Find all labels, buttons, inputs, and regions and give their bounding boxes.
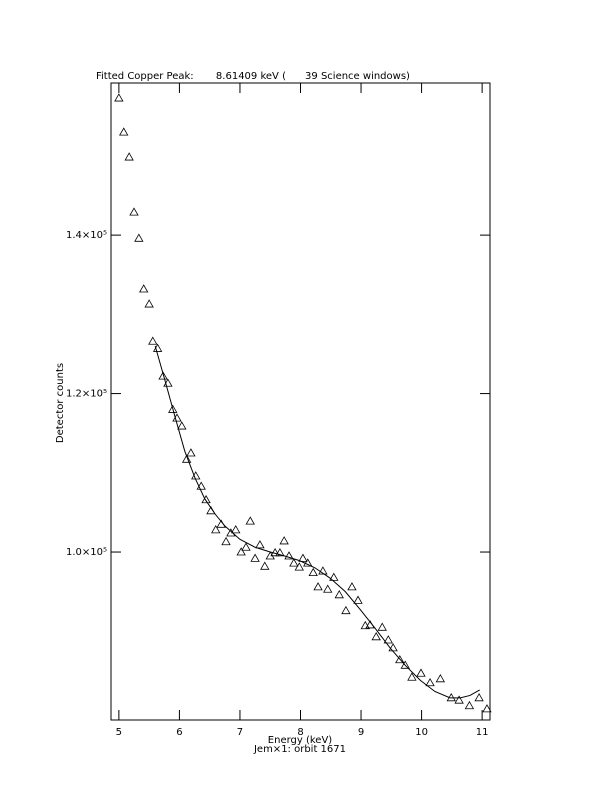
- data-point: [119, 127, 129, 136]
- data-point: [395, 654, 405, 664]
- data-point: [371, 632, 381, 641]
- data-point: [303, 558, 313, 567]
- data-point: [279, 536, 289, 545]
- data-point: [211, 525, 221, 534]
- data-point: [221, 536, 231, 546]
- y-tick-label: 1.2×10⁵: [66, 389, 107, 400]
- x-tick-label: 7: [237, 727, 243, 738]
- x-axis-label: Energy (keV): [268, 735, 333, 746]
- data-point: [400, 660, 410, 669]
- data-point: [245, 516, 255, 525]
- data-point: [250, 553, 260, 562]
- data-point: [289, 558, 299, 567]
- data-point: [318, 566, 328, 575]
- data-point: [231, 525, 241, 534]
- data-point: [377, 622, 387, 631]
- y-axis-label: Detector counts: [55, 363, 66, 443]
- chart-title: Fitted Copper Peak: 8.61409 keV ( 39 Sci…: [96, 71, 410, 82]
- data-point: [201, 494, 211, 504]
- data-point: [124, 152, 134, 161]
- data-point: [425, 677, 435, 687]
- data-point: [298, 553, 308, 562]
- data-point: [474, 693, 484, 702]
- x-tick-label: 10: [415, 727, 428, 738]
- data-point: [177, 421, 187, 430]
- y-tick-label: 1.0×10⁵: [66, 547, 107, 558]
- data-point: [255, 540, 265, 549]
- data-point: [186, 448, 196, 457]
- data-point: [284, 551, 294, 560]
- x-tick-label: 9: [358, 727, 364, 738]
- data-point: [158, 371, 168, 380]
- data-point: [353, 595, 363, 604]
- data-point: [347, 582, 357, 591]
- data-point: [341, 605, 351, 615]
- data-point: [275, 548, 285, 557]
- data-point: [144, 299, 154, 308]
- data-point: [323, 584, 333, 593]
- data-point: [407, 672, 417, 681]
- data-point: [383, 635, 393, 644]
- data-point: [129, 207, 139, 216]
- data-point: [236, 547, 246, 556]
- x-tick-label: 11: [476, 727, 489, 738]
- data-point: [334, 590, 344, 599]
- data-point: [148, 336, 158, 345]
- data-point: [482, 704, 492, 713]
- data-point: [454, 695, 464, 704]
- y-tick-label: 1.4×10⁵: [66, 230, 107, 241]
- data-point: [114, 93, 124, 102]
- data-point: [308, 567, 318, 577]
- data-point: [241, 542, 251, 551]
- x-tick-label: 6: [176, 727, 182, 738]
- data-point: [196, 481, 206, 490]
- data-point: [168, 404, 178, 413]
- data-point: [134, 233, 144, 242]
- data-point: [139, 284, 149, 293]
- x-tick-label: 8: [297, 727, 303, 738]
- x-tick-label: 5: [116, 727, 122, 738]
- data-point: [313, 582, 323, 591]
- data-point: [435, 673, 446, 683]
- data-point: [464, 700, 475, 710]
- data-point: [181, 454, 192, 463]
- fit-line: [154, 345, 480, 699]
- data-point: [260, 561, 270, 570]
- subtitle: Jem×1: orbit 1671: [253, 744, 346, 755]
- data-point: [294, 562, 304, 571]
- data-point: [416, 668, 426, 677]
- data-point: [329, 572, 339, 581]
